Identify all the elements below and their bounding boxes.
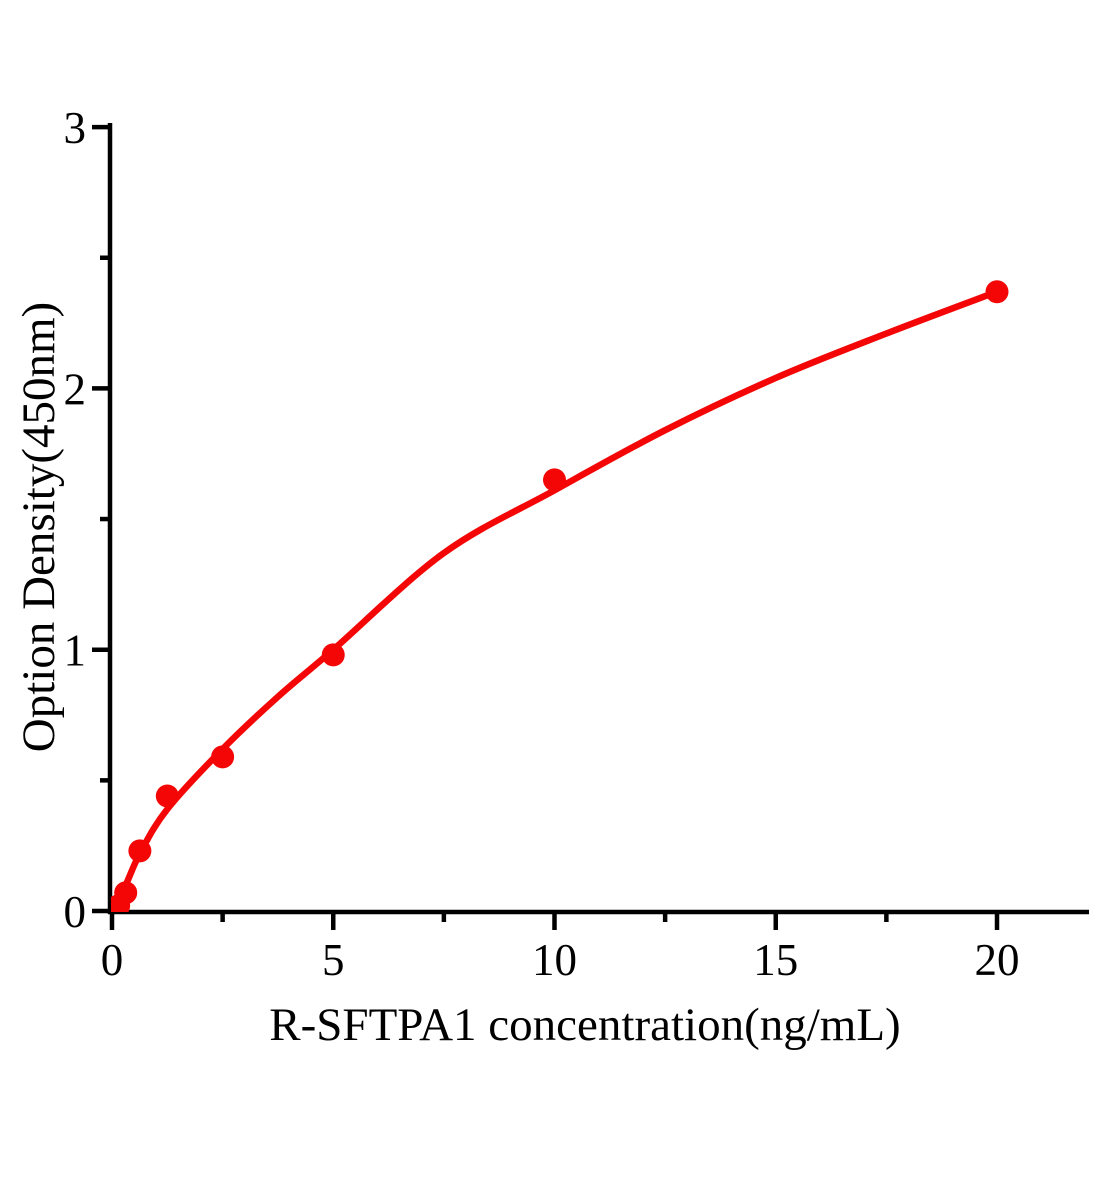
data-point xyxy=(321,643,345,667)
x-tick-label: 5 xyxy=(322,935,345,985)
x-tick-label: 0 xyxy=(101,935,124,985)
y-tick-label: 2 xyxy=(64,364,87,414)
x-axis-title: R-SFTPA1 concentration(ng/mL) xyxy=(269,999,900,1051)
data-point xyxy=(543,468,566,492)
x-tick-label: 10 xyxy=(532,935,577,985)
y-tick-label: 0 xyxy=(64,887,87,937)
data-point xyxy=(128,839,152,863)
data-layer xyxy=(111,280,1009,912)
data-point xyxy=(114,881,138,905)
data-point xyxy=(985,280,1009,304)
y-tick-label: 1 xyxy=(64,626,87,676)
data-point xyxy=(211,745,235,769)
y-tick-label: 3 xyxy=(64,103,87,153)
x-tick-label: 20 xyxy=(975,935,1020,985)
data-point xyxy=(155,784,179,808)
tick-label-layer: 0 5 10 15 20 0 1 2 3 xyxy=(64,103,1020,985)
fit-curve xyxy=(111,288,1001,912)
y-axis-title: Option Density(450nm) xyxy=(13,302,65,752)
x-tick-label: 15 xyxy=(753,935,798,985)
axes-layer xyxy=(92,123,1089,930)
